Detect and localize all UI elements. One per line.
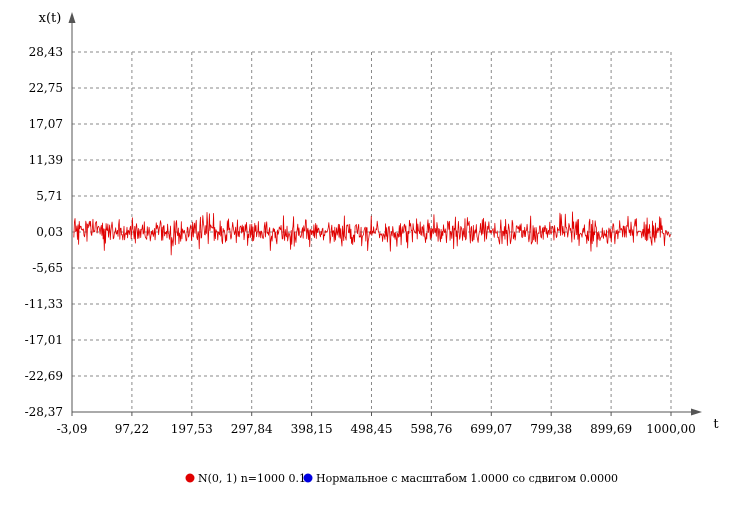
x-tick-label: 297,84 bbox=[231, 422, 273, 436]
x-tick-label: 699,07 bbox=[470, 422, 512, 436]
y-tick-label: 5,71 bbox=[36, 189, 63, 203]
y-tick-label: 0,03 bbox=[36, 225, 63, 239]
legend: N(0, 1) n=1000 0.1 Нормальное с масштабо… bbox=[185, 472, 618, 485]
y-tick-label: -5,65 bbox=[32, 261, 63, 275]
x-tick-label: 799,38 bbox=[530, 422, 572, 436]
x-tick-label: 197,53 bbox=[171, 422, 213, 436]
y-tick-label: 17,07 bbox=[29, 117, 63, 131]
y-tick-label: 11,39 bbox=[29, 153, 63, 167]
legend-item-1: Нормальное с масштабом 1.0000 со сдвигом… bbox=[303, 472, 618, 485]
y-tick-label: -17,01 bbox=[25, 333, 63, 347]
x-tick-label: 1000,00 bbox=[646, 422, 696, 436]
y-axis-title: x(t) bbox=[39, 11, 62, 26]
y-tick-label: 28,43 bbox=[29, 45, 63, 59]
x-tick-label: 899,69 bbox=[590, 422, 632, 436]
legend-marker-0 bbox=[185, 473, 195, 483]
y-tick-label: -28,37 bbox=[25, 405, 63, 419]
axes bbox=[68, 12, 702, 416]
series-layer bbox=[73, 211, 671, 256]
x-tick-label: 498,45 bbox=[350, 422, 392, 436]
x-axis-title: t bbox=[713, 417, 719, 432]
legend-label-0: N(0, 1) n=1000 0.1 bbox=[198, 472, 306, 485]
y-axis-arrow bbox=[68, 12, 76, 23]
legend-label-1: Нормальное с масштабом 1.0000 со сдвигом… bbox=[316, 472, 618, 485]
y-tick-label: -22,69 bbox=[25, 369, 63, 383]
x-tick-label: 598,76 bbox=[410, 422, 452, 436]
y-tick-label: -11,33 bbox=[25, 297, 63, 311]
series-line-0 bbox=[73, 211, 671, 256]
x-axis-arrow bbox=[691, 408, 702, 416]
x-tick-label: 398,15 bbox=[291, 422, 333, 436]
y-tick-label: 22,75 bbox=[29, 81, 63, 95]
x-tick-label: -3,09 bbox=[57, 422, 88, 436]
tick-labels: 28,43 22,75 17,07 11,39 5,71 0,03 -5,65 -11,33 -… bbox=[25, 45, 696, 436]
legend-item-0: N(0, 1) n=1000 0.1 bbox=[185, 472, 306, 485]
x-tick-label: 97,22 bbox=[115, 422, 149, 436]
legend-marker-1 bbox=[303, 473, 313, 483]
